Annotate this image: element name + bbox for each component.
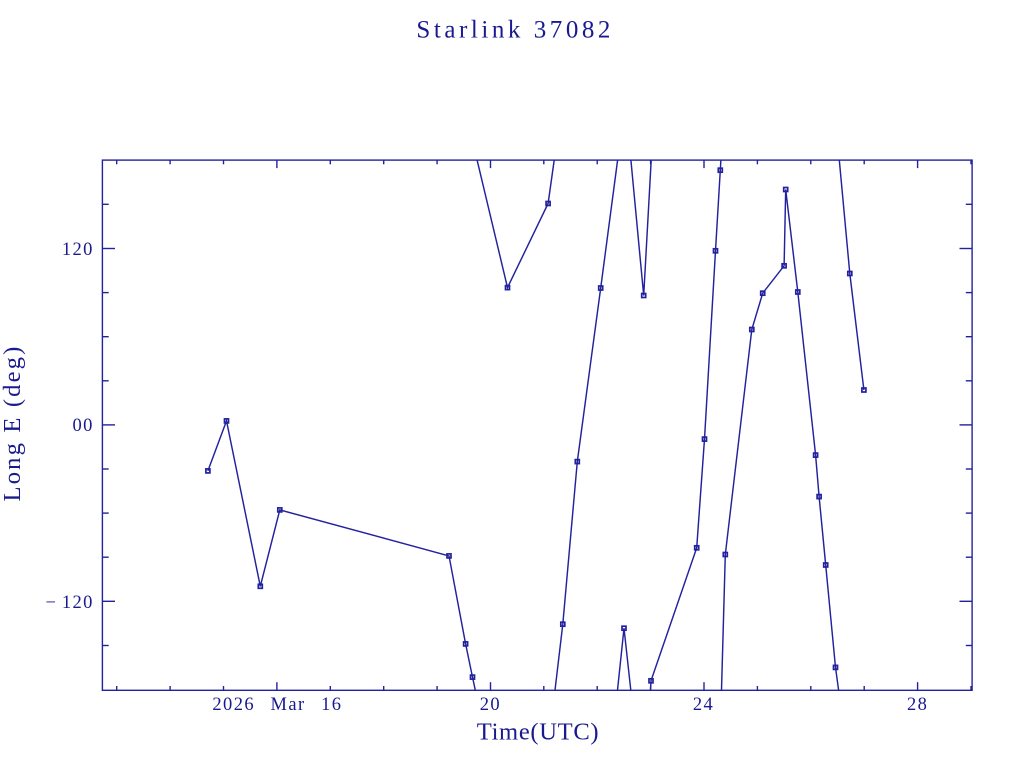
svg-text:Long E (deg): Long E (deg) (0, 345, 26, 502)
svg-text:Time(UTC): Time(UTC) (477, 719, 599, 746)
svg-text:−120: −120 (46, 593, 94, 613)
svg-text:Starlink 37082: Starlink 37082 (416, 17, 614, 44)
svg-text:120: 120 (62, 240, 94, 260)
svg-text:20: 20 (480, 695, 501, 715)
svg-text:2026 Mar 16: 2026 Mar 16 (212, 695, 342, 715)
svg-text:28: 28 (907, 695, 928, 715)
svg-text:24: 24 (693, 695, 714, 715)
svg-text:00: 00 (72, 416, 93, 436)
